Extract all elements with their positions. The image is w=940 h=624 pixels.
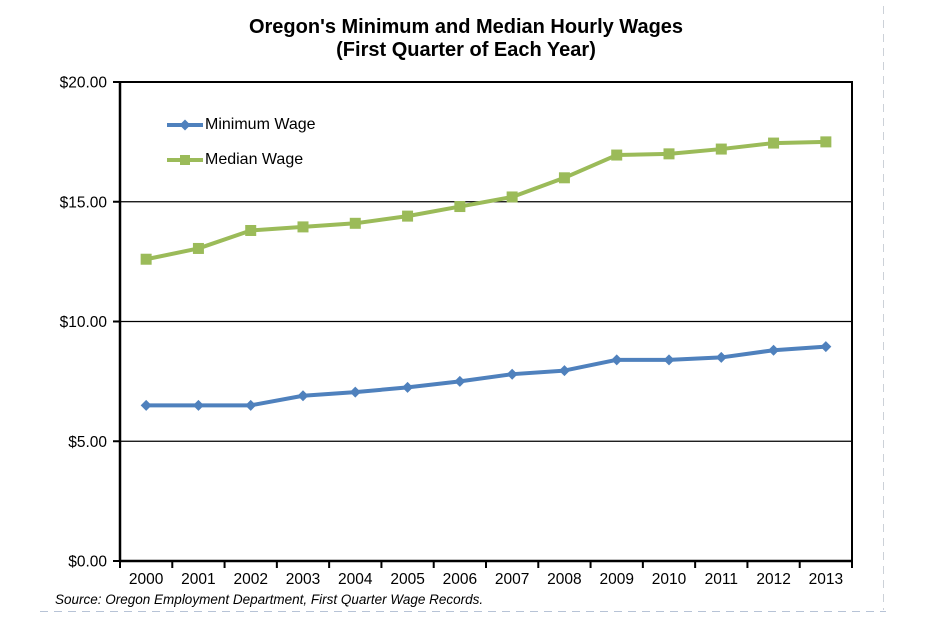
series-minimum-wage-point-0 bbox=[140, 399, 152, 411]
x-tick-label: 2008 bbox=[547, 571, 581, 588]
legend-marker-square-icon bbox=[167, 155, 203, 165]
page-break-line-horizontal bbox=[40, 611, 886, 612]
x-tick-label: 2012 bbox=[756, 571, 790, 588]
y-tick-label: $5.00 bbox=[68, 434, 107, 451]
series-minimum-wage-point-10 bbox=[663, 354, 675, 366]
series-median-wage-point-10 bbox=[663, 148, 675, 160]
chart-title: Oregon's Minimum and Median Hourly Wages… bbox=[0, 16, 932, 62]
series-minimum-wage-point-2 bbox=[245, 399, 257, 411]
series-minimum-wage-point-8 bbox=[558, 365, 570, 377]
series-median-wage-point-4 bbox=[349, 217, 361, 229]
legend-item-minimum-wage: Minimum Wage bbox=[167, 111, 316, 139]
series-median-wage-point-0 bbox=[140, 253, 152, 265]
legend: Minimum Wage Median Wage bbox=[167, 111, 316, 174]
legend-item-median-wage: Median Wage bbox=[167, 146, 316, 174]
series-minimum-wage-point-12 bbox=[768, 344, 780, 356]
series-median-wage-point-2 bbox=[245, 224, 257, 236]
series-minimum-wage-point-3 bbox=[297, 390, 309, 402]
x-tick-label: 2011 bbox=[705, 571, 738, 588]
series-median-wage-point-1 bbox=[192, 242, 204, 254]
series-median-wage-point-3 bbox=[297, 221, 309, 233]
x-tick-label: 2009 bbox=[599, 571, 633, 588]
series-median-wage-point-5 bbox=[402, 210, 414, 222]
series-minimum-wage-line bbox=[146, 344, 826, 408]
page-break-line-vertical bbox=[883, 6, 884, 610]
x-tick-label: 2006 bbox=[443, 571, 477, 588]
y-tick-label: $15.00 bbox=[60, 194, 108, 211]
series-minimum-wage-point-4 bbox=[349, 386, 361, 398]
x-tick-label: 2013 bbox=[809, 571, 843, 588]
series-minimum-wage-point-7 bbox=[506, 368, 518, 380]
x-tick-label: 2007 bbox=[495, 571, 529, 588]
legend-label: Median Wage bbox=[205, 151, 304, 168]
chart-title-line2: (First Quarter of Each Year) bbox=[336, 39, 596, 61]
series-median-wage-point-12 bbox=[768, 137, 780, 149]
x-tick-label: 2004 bbox=[338, 571, 373, 588]
x-tick-label: 2001 bbox=[181, 571, 215, 588]
series-minimum-wage-point-13 bbox=[820, 341, 832, 353]
y-tick-label: $20.00 bbox=[60, 75, 108, 92]
series-minimum-wage-point-1 bbox=[192, 399, 204, 411]
legend-marker-diamond-icon bbox=[167, 119, 203, 131]
x-tick-label: 2000 bbox=[129, 571, 164, 588]
x-tick-label: 2010 bbox=[652, 571, 687, 588]
series-median-wage-point-6 bbox=[454, 201, 466, 213]
series-median-wage-point-11 bbox=[715, 143, 727, 155]
x-tick-label: 2005 bbox=[390, 571, 424, 588]
x-tick-label: 2002 bbox=[233, 571, 267, 588]
series-median-wage-point-9 bbox=[611, 149, 623, 161]
series-median-wage-line bbox=[145, 139, 826, 262]
series-minimum-wage-point-6 bbox=[454, 375, 466, 387]
y-tick-label: $10.00 bbox=[60, 314, 108, 331]
y-tick-label: $0.00 bbox=[68, 554, 107, 571]
series-median-wage-point-7 bbox=[506, 191, 518, 203]
legend-label: Minimum Wage bbox=[205, 116, 316, 133]
series-minimum-wage-point-9 bbox=[611, 354, 623, 366]
source-note: Source: Oregon Employment Department, Fi… bbox=[55, 592, 484, 607]
series-median-wage-point-13 bbox=[820, 136, 832, 148]
series-median-wage-point-8 bbox=[558, 172, 570, 184]
series-minimum-wage-point-11 bbox=[715, 351, 727, 363]
x-tick-label: 2003 bbox=[286, 571, 320, 588]
chart-title-line1: Oregon's Minimum and Median Hourly Wages bbox=[248, 16, 684, 38]
series-minimum-wage-point-5 bbox=[402, 381, 414, 393]
